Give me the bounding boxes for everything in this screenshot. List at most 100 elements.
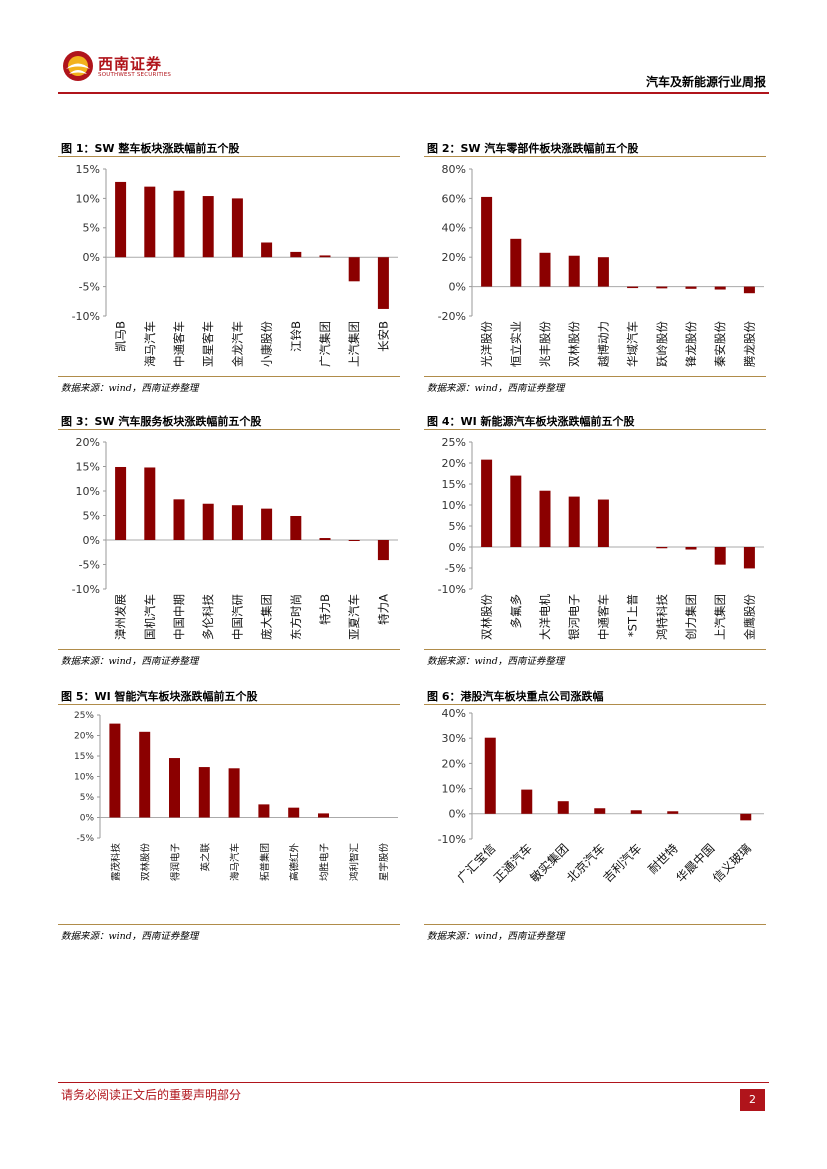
y-tick-label: 0% xyxy=(449,808,466,821)
category-label: 金鹰股份 xyxy=(742,594,756,640)
figure-bottom-rule xyxy=(58,376,400,377)
figure-top-rule xyxy=(58,704,400,705)
category-label: 鸿特科技 xyxy=(655,594,669,640)
category-label: 上汽集团 xyxy=(713,594,727,640)
bar xyxy=(377,540,389,561)
bar xyxy=(630,810,642,814)
company-name: 西南证券 xyxy=(98,55,163,73)
y-tick-label: -5% xyxy=(79,558,100,571)
bar xyxy=(740,813,752,821)
category-label: 露茂科技 xyxy=(110,843,122,882)
figure-title: 图 1：SW 整车板块涨跌幅前五个股 xyxy=(61,142,240,155)
y-tick-label: 30% xyxy=(442,732,466,745)
bar xyxy=(290,251,302,258)
bar-chart-2: 80% 60% 40% 20% 0% -20% 光洋股份 恒立实业 兆丰股份 双林股份 越博动力 华域… xyxy=(438,163,764,367)
category-label: 小康股份 xyxy=(260,321,274,367)
y-tick-label: 5% xyxy=(83,222,100,235)
bar xyxy=(109,723,121,818)
bar xyxy=(510,238,522,287)
category-label: 华域汽车 xyxy=(626,321,640,367)
bar xyxy=(481,459,493,547)
y-tick-label: 25% xyxy=(442,436,466,449)
category-label: 中国中期 xyxy=(172,594,186,640)
company-name-en: SOUTHWEST SECURITIES xyxy=(98,72,172,78)
bar xyxy=(594,808,606,814)
bar xyxy=(202,503,214,540)
y-tick-label: -20% xyxy=(438,310,466,323)
figure-bottom-rule xyxy=(424,924,766,925)
category-label: 腾龙股份 xyxy=(742,321,756,367)
bar xyxy=(557,801,569,814)
bar xyxy=(202,196,214,258)
bar xyxy=(539,490,551,547)
y-tick-label: -5% xyxy=(445,562,466,575)
category-label: 英之联 xyxy=(199,843,211,872)
category-label: 海马汽车 xyxy=(143,321,157,367)
logo-emblem-icon xyxy=(63,51,93,81)
bar xyxy=(144,467,156,540)
figure-panel-2: 图 2：SW 汽车零部件板块涨跌幅前五个股 80% 60% 40% 20% 0% -20%… xyxy=(424,140,766,394)
figure-top-rule xyxy=(58,156,400,157)
y-tick-label: 0% xyxy=(80,814,95,824)
y-tick-label: 0% xyxy=(83,251,100,264)
y-tick-label: -10% xyxy=(72,310,100,323)
bar xyxy=(685,547,697,550)
y-tick-label: 5% xyxy=(449,520,466,533)
y-tick-label: 60% xyxy=(442,192,466,205)
bar xyxy=(597,257,609,287)
figure-source: 数据来源：wind，西南证券整理 xyxy=(427,383,565,394)
category-label: 华晨中国 xyxy=(673,841,718,886)
category-label: 亚夏汽车 xyxy=(347,594,361,640)
category-label: 国机汽车 xyxy=(143,594,157,640)
bar xyxy=(261,508,273,540)
category-label: 中通客车 xyxy=(172,321,186,367)
bar xyxy=(261,242,273,258)
figure-title: 图 6：港股汽车板块重点公司涨跌幅 xyxy=(427,690,604,703)
bar xyxy=(377,257,389,309)
category-label: 双林股份 xyxy=(567,321,581,367)
y-tick-label: -10% xyxy=(72,583,100,596)
y-tick-label: 20% xyxy=(442,757,466,770)
category-label: 兆丰股份 xyxy=(538,321,552,367)
bar xyxy=(173,499,185,540)
y-tick-label: 0% xyxy=(83,534,100,547)
header-divider xyxy=(58,92,769,94)
bar xyxy=(288,807,300,818)
y-tick-label: 40% xyxy=(442,222,466,235)
category-label: 拓普集团 xyxy=(259,843,271,881)
category-label: 特力B xyxy=(318,594,332,625)
category-label: 上汽集团 xyxy=(347,321,361,367)
bar-chart-1: 15% 10% 5% 0% -5% -10% 凯马B 海马汽车 中通客车 亚星客车 金龙汽车 小康股份… xyxy=(72,163,398,367)
footer-disclaimer: 请务必阅读正文后的重要声明部分 xyxy=(61,1088,242,1102)
y-tick-label: 10% xyxy=(76,485,100,498)
y-tick-label: 10% xyxy=(74,773,94,783)
category-label: 长安B xyxy=(376,321,390,352)
bar xyxy=(144,186,156,258)
figure-top-rule xyxy=(424,156,766,157)
bar xyxy=(290,515,302,540)
bar xyxy=(743,547,755,569)
figure-bottom-rule xyxy=(58,649,400,650)
category-label: 银河电子 xyxy=(567,594,581,640)
figure-panel-4: 图 4：WI 新能源汽车板块涨跌幅前五个股 25% 20% 15% 10% 5% 0% -5… xyxy=(424,413,766,667)
bar-chart-3: 20% 15% 10% 5% 0% -5% -10% 漳州发展 国机汽车 中国中期 多伦科技 中国汽研… xyxy=(72,436,398,640)
category-label: 鸿利智汇 xyxy=(348,843,360,882)
bar xyxy=(318,813,329,818)
bar xyxy=(743,286,755,294)
figure-top-rule xyxy=(424,704,766,705)
bar xyxy=(139,731,151,818)
y-tick-label: 10% xyxy=(442,782,466,795)
company-logo: 西南证券 SOUTHWEST SECURITIES xyxy=(62,50,202,84)
figure-source: 数据来源：wind，西南证券整理 xyxy=(61,931,199,942)
figure-source: 数据来源：wind，西南证券整理 xyxy=(427,656,565,667)
report-title: 汽车及新能源行业周报 xyxy=(645,75,766,89)
category-label: *ST上普 xyxy=(626,594,640,637)
bar xyxy=(231,505,243,540)
y-tick-label: 5% xyxy=(83,509,100,522)
y-tick-label: -10% xyxy=(438,833,466,846)
category-label: 多伦科技 xyxy=(201,594,215,640)
bar xyxy=(258,804,270,818)
bar xyxy=(521,789,533,814)
category-label: 均胜电子 xyxy=(319,843,331,882)
